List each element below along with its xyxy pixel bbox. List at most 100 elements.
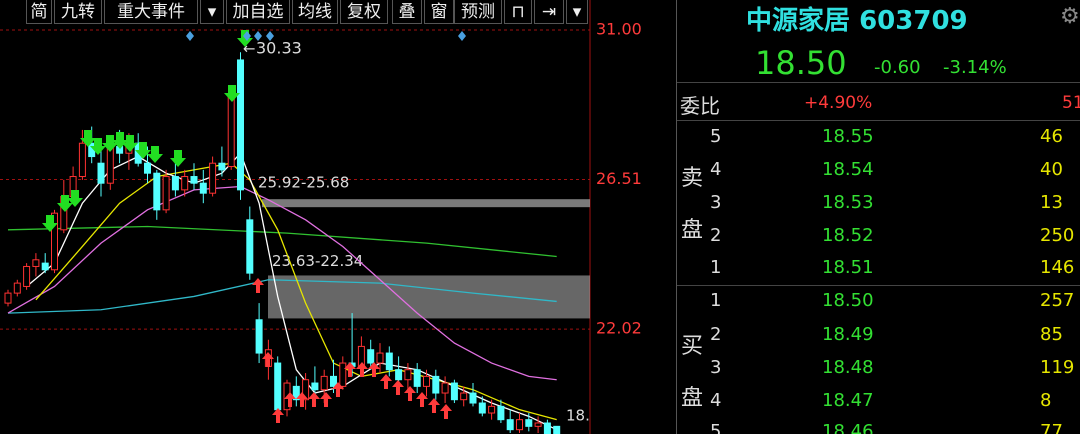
candle-body (162, 176, 170, 211)
sell-signal (122, 135, 138, 152)
y-tick-label: 22.02 (596, 319, 642, 338)
event-marker (458, 31, 466, 41)
event-marker (186, 31, 194, 41)
buy-signal (368, 362, 380, 377)
candle-body (525, 419, 533, 427)
sell-signal (147, 146, 163, 163)
lock-button[interactable]: ⊓ (504, 0, 532, 24)
side-label: 盘 (681, 218, 704, 243)
buy-signal (296, 392, 308, 407)
buy-signal (284, 392, 296, 407)
sell-signal (112, 132, 128, 149)
candle-body (423, 375, 430, 387)
buy-signal (320, 392, 332, 407)
order-level: 5 (710, 126, 722, 147)
candle-body (302, 379, 310, 401)
toolbar-button[interactable]: 窗 (424, 0, 454, 24)
sell-signal (170, 150, 186, 167)
y-tick-label: 26.51 (596, 169, 642, 188)
candle-body (320, 375, 328, 391)
order-volume: 85 (1040, 324, 1063, 345)
candle-body (23, 265, 31, 287)
candle-body (227, 96, 235, 168)
candle-body (478, 402, 486, 414)
buy-signal (272, 408, 284, 423)
candle-body (41, 262, 49, 271)
order-level: 3 (710, 357, 722, 378)
candle-body (516, 419, 523, 431)
peak-arrow: ← (243, 40, 256, 58)
price-chart: 31.00 26.51 22.02 25.92-25.68 23.63-22.34 ← 30… (0, 0, 677, 434)
buy-signal (308, 392, 320, 407)
order-volume: 46 (1040, 126, 1063, 147)
candle-body (553, 425, 561, 434)
toolbar-button[interactable]: 重大事件 (104, 0, 198, 24)
candle-body (97, 162, 105, 184)
order-price: 18.52 (822, 225, 874, 246)
separator (677, 82, 1080, 83)
event-marker (266, 31, 274, 41)
candle-body (311, 382, 319, 391)
ratio-diff: 51 (1062, 93, 1080, 113)
y-tick-label: 31.00 (596, 19, 642, 38)
candle-body (181, 176, 189, 191)
buy-signal (380, 374, 392, 389)
order-price: 18.47 (822, 390, 874, 411)
order-level: 1 (710, 290, 722, 311)
candle-body (404, 369, 412, 381)
peak-label: 30.33 (256, 39, 302, 58)
side-label: 盘 (681, 386, 704, 411)
toolbar-button[interactable]: 预测 (454, 0, 502, 24)
toolbar-button[interactable]: 均线 (292, 0, 338, 24)
order-volume: 250 (1040, 225, 1075, 246)
candle-body (274, 362, 282, 411)
buy-signal (392, 380, 404, 395)
toolbar-button[interactable]: 加自选 (226, 0, 290, 24)
settings-icon[interactable]: ⚙ (1060, 4, 1080, 29)
moving-average-line (7, 279, 557, 314)
side-label: 卖 (681, 166, 704, 191)
side-label: 买 (681, 334, 704, 359)
candle-body (534, 422, 542, 427)
toolbar-button[interactable]: 复权 (340, 0, 388, 24)
sell-signal (135, 142, 151, 159)
stock-code: 603709 (859, 6, 968, 36)
candle-body (190, 176, 198, 184)
order-volume: 146 (1040, 257, 1075, 278)
candle-body (144, 162, 151, 174)
candle-body (255, 319, 263, 354)
candle-body (237, 59, 244, 191)
candle-body (376, 352, 384, 364)
candle-body (367, 349, 375, 364)
order-volume: 257 (1040, 290, 1075, 311)
buy-signal (440, 404, 452, 419)
order-volume: 8 (1040, 390, 1052, 411)
buy-signal (252, 278, 264, 293)
dropdown-button[interactable]: ▾ (200, 0, 224, 24)
jump-button[interactable]: ⇥ (534, 0, 564, 24)
order-price: 18.50 (822, 290, 874, 311)
candle-body (497, 405, 505, 421)
order-price: 18.55 (822, 126, 874, 147)
price-zone (268, 275, 590, 319)
order-level: 1 (710, 257, 722, 278)
order-volume: 40 (1040, 159, 1063, 180)
candle-body (339, 362, 347, 387)
candle-body (13, 282, 21, 294)
order-price: 18.53 (822, 192, 874, 213)
candle-body (292, 385, 300, 401)
buy-signal (262, 352, 274, 367)
toolbar-button[interactable]: 九转 (54, 0, 102, 24)
dropdown-button[interactable]: ▾ (566, 0, 588, 24)
order-level: 5 (710, 421, 722, 434)
order-volume: 13 (1040, 192, 1063, 213)
order-level: 4 (710, 390, 722, 411)
moving-average-line (7, 185, 557, 381)
buy-signal (404, 386, 416, 401)
toolbar-button[interactable]: 叠 (392, 0, 422, 24)
candle-body (106, 146, 114, 184)
price-zone (262, 199, 590, 208)
candle-body (385, 352, 393, 371)
toolbar-button[interactable]: 简 (26, 0, 52, 24)
order-price: 18.54 (822, 159, 874, 180)
